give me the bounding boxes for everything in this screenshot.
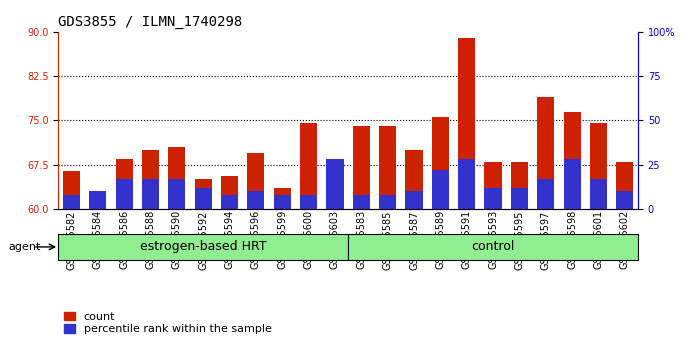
Bar	[195, 179, 212, 209]
Bar	[142, 150, 159, 209]
Bar	[248, 191, 265, 209]
Bar	[274, 188, 291, 209]
Bar	[142, 179, 159, 209]
Text: GDS3855 / ILMN_1740298: GDS3855 / ILMN_1740298	[58, 16, 243, 29]
Text: agent: agent	[8, 242, 40, 252]
Bar	[274, 195, 291, 209]
Bar	[405, 191, 423, 209]
Text: estrogen-based HRT: estrogen-based HRT	[140, 240, 267, 253]
Bar	[89, 191, 106, 209]
Bar	[511, 162, 528, 209]
Bar	[616, 191, 633, 209]
Bar	[431, 118, 449, 209]
Bar	[58, 234, 348, 260]
Bar	[379, 195, 397, 209]
Bar	[300, 195, 317, 209]
Bar	[590, 123, 607, 209]
Text: control: control	[471, 240, 514, 253]
Bar	[168, 179, 185, 209]
Bar	[458, 159, 475, 209]
Bar	[484, 162, 501, 209]
Bar	[616, 162, 633, 209]
Bar	[379, 126, 397, 209]
Bar	[221, 176, 238, 209]
Bar	[405, 150, 423, 209]
Bar	[458, 38, 475, 209]
Bar	[537, 179, 554, 209]
Bar	[195, 188, 212, 209]
Bar	[353, 126, 370, 209]
Bar	[353, 195, 370, 209]
Bar	[537, 97, 554, 209]
Bar	[348, 234, 638, 260]
Bar	[431, 170, 449, 209]
Bar	[63, 195, 80, 209]
Bar	[221, 195, 238, 209]
Legend: count, percentile rank within the sample: count, percentile rank within the sample	[64, 312, 272, 334]
Bar	[590, 179, 607, 209]
Bar	[563, 112, 580, 209]
Bar	[89, 200, 106, 209]
Bar	[327, 159, 344, 209]
Bar	[63, 171, 80, 209]
Bar	[248, 153, 265, 209]
Bar	[168, 147, 185, 209]
Bar	[484, 188, 501, 209]
Bar	[563, 159, 580, 209]
Bar	[116, 179, 133, 209]
Bar	[511, 188, 528, 209]
Bar	[327, 176, 344, 209]
Bar	[116, 159, 133, 209]
Bar	[300, 123, 317, 209]
